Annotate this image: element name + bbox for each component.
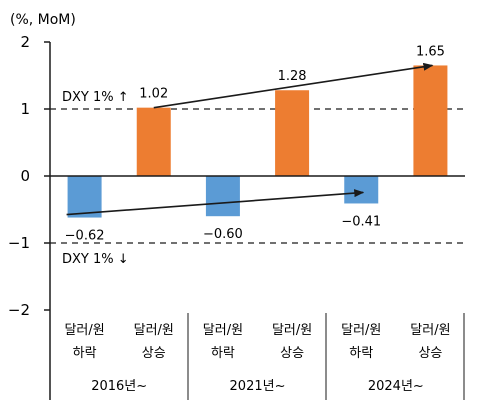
- reference-line-label: DXY 1% ↓: [62, 252, 129, 267]
- y-tick-label: −2: [8, 301, 30, 319]
- bar: [344, 176, 379, 204]
- data-label: 1.28: [278, 69, 307, 84]
- trend-arrows: [66, 62, 434, 216]
- category-label-line2: 상승: [142, 346, 166, 361]
- data-label: −0.60: [203, 227, 243, 242]
- trend-arrow: [66, 189, 365, 216]
- group-labels: 2016년~ 2021년~ 2024년~: [91, 379, 424, 394]
- category-label-line1: 달러/원: [272, 323, 312, 338]
- y-tick-label: 1: [20, 100, 30, 118]
- reference-lines: DXY 1% ↑ DXY 1% ↓: [50, 90, 465, 267]
- category-label-line1: 달러/원: [410, 323, 450, 338]
- bar: [205, 176, 240, 217]
- y-axis-ticks: 2 1 0 −1 −2: [8, 33, 50, 319]
- data-label: 1.65: [416, 44, 445, 59]
- y-tick-label: 2: [20, 33, 30, 51]
- group-label: 2024년~: [368, 379, 424, 394]
- bar: [413, 65, 448, 176]
- category-label-line2: 상승: [280, 346, 304, 361]
- category-labels: 달러/원하락 달러/원상승 달러/원하락 달러/원상승 달러/원하락 달러/원상승: [64, 323, 450, 361]
- y-tick-label: −1: [8, 234, 30, 252]
- bars: [67, 65, 448, 218]
- y-tick-label: 0: [20, 167, 30, 185]
- data-label: −0.41: [341, 214, 381, 229]
- group-label: 2021년~: [230, 379, 286, 394]
- bar: [275, 90, 310, 176]
- bar: [67, 176, 102, 218]
- category-label-line1: 달러/원: [203, 323, 243, 338]
- bar: [136, 107, 171, 176]
- data-labels: −0.62 1.02 −0.60 1.28 −0.41 1.65: [65, 44, 445, 243]
- data-label: 1.02: [139, 87, 168, 102]
- group-label: 2016년~: [91, 379, 147, 394]
- category-label-line2: 상승: [418, 346, 442, 361]
- category-label-line1: 달러/원: [134, 323, 174, 338]
- category-label-line1: 달러/원: [341, 323, 381, 338]
- y-axis-unit-label: (%, MoM): [10, 12, 76, 28]
- reference-line-label: DXY 1% ↑: [62, 90, 129, 105]
- axes: [49, 42, 465, 400]
- category-label-line2: 하락: [73, 346, 97, 361]
- trend-arrow: [153, 62, 434, 109]
- data-label: −0.62: [65, 229, 105, 244]
- category-label-line2: 하락: [211, 346, 235, 361]
- category-label-line2: 하락: [349, 346, 373, 361]
- category-label-line1: 달러/원: [64, 323, 104, 338]
